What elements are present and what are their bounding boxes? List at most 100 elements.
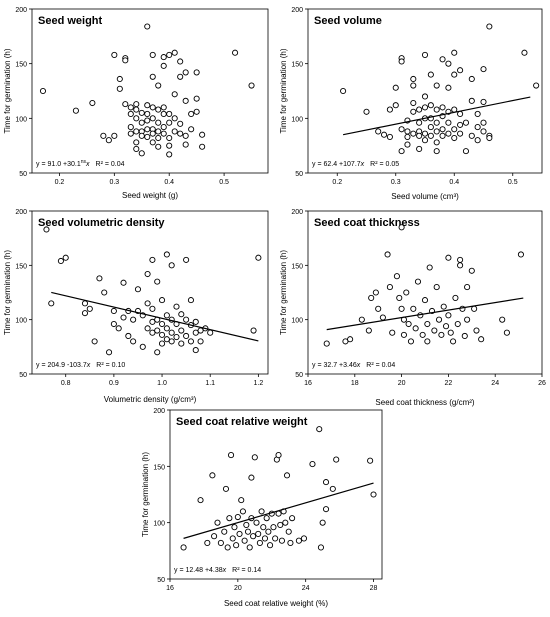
data-point — [289, 515, 296, 522]
data-point — [473, 327, 480, 334]
x-tick-label: 16 — [166, 585, 174, 592]
x-tick-label: 1.1 — [205, 380, 215, 387]
data-point — [226, 515, 233, 522]
plot-frame — [169, 409, 383, 580]
regression-equation: y = 62.4 +107.7x R² = 0.05 — [312, 161, 399, 168]
data-point — [464, 284, 471, 291]
y-tick-label: 150 — [15, 263, 27, 270]
x-axis-label: Seed coat relative weight (%) — [224, 599, 328, 608]
data-point — [393, 273, 400, 280]
data-point — [416, 106, 423, 113]
data-point — [171, 128, 178, 135]
data-point — [412, 325, 419, 332]
y-tick-label: 150 — [153, 464, 165, 471]
data-point — [127, 110, 134, 118]
data-point — [398, 58, 405, 65]
data-point — [166, 119, 173, 126]
data-point — [239, 508, 246, 515]
data-point — [451, 126, 458, 133]
data-point — [130, 338, 137, 345]
regression-line — [51, 291, 259, 342]
data-point — [439, 132, 446, 139]
data-point — [166, 151, 173, 158]
data-point — [278, 537, 285, 544]
data-point — [260, 524, 267, 531]
y-tick-label: 150 — [15, 62, 27, 69]
data-point — [398, 148, 405, 155]
equation-variable: x — [222, 567, 227, 574]
data-point — [367, 457, 374, 464]
data-point — [438, 331, 445, 338]
data-point — [100, 132, 107, 139]
data-point — [439, 104, 446, 111]
chart-panel-5: 50 100 150 200 16 20 24 28 Seed coat relative we… — [141, 408, 383, 608]
data-point — [272, 535, 279, 542]
chart-panel-1: 50 100 150 200 0.2 0.3 0.4 0.5 Seed weight Seed w… — [3, 7, 269, 200]
data-point — [316, 426, 323, 433]
data-point — [166, 142, 173, 149]
data-point — [222, 485, 230, 492]
data-point — [533, 82, 540, 89]
data-point — [110, 320, 117, 328]
data-point — [405, 320, 412, 328]
data-point — [106, 349, 113, 356]
x-tick-label: 0.4 — [164, 179, 174, 186]
data-point — [178, 340, 185, 347]
data-point — [398, 305, 405, 312]
y-tick-label: 200 — [291, 209, 303, 216]
data-point — [160, 104, 167, 111]
x-tick-label: 0.2 — [332, 179, 342, 186]
data-point — [421, 104, 429, 111]
data-point — [454, 320, 461, 328]
data-point — [384, 251, 391, 258]
data-point — [461, 332, 468, 340]
x-tick-label: 0.2 — [55, 179, 65, 186]
data-point — [282, 519, 289, 526]
y-tick-label: 150 — [291, 62, 303, 69]
data-point — [457, 67, 464, 74]
data-point — [182, 132, 189, 139]
data-point — [173, 334, 180, 341]
data-point — [120, 314, 127, 321]
data-point — [433, 148, 440, 155]
y-tick-label: 50 — [295, 372, 303, 379]
data-point — [43, 226, 50, 233]
data-point — [241, 537, 248, 544]
data-point — [389, 329, 396, 336]
y-tick-label: 150 — [291, 263, 303, 270]
y-tick-label: 100 — [291, 318, 303, 325]
r-squared: R² = 0.04 — [96, 161, 125, 168]
data-point — [163, 325, 170, 332]
data-point — [372, 289, 379, 296]
data-point — [160, 130, 167, 137]
x-axis-label: Volumetric density (g/cm³) — [104, 395, 197, 404]
data-point — [340, 87, 347, 95]
data-point — [166, 110, 173, 118]
data-point — [287, 539, 294, 546]
data-point — [370, 491, 377, 498]
data-point — [149, 256, 156, 263]
y-axis-label: Time for germination (h) — [279, 250, 288, 335]
data-point — [39, 87, 47, 95]
data-point — [317, 544, 324, 551]
y-axis-label: Time for germination (h) — [3, 250, 12, 335]
data-point — [96, 275, 103, 282]
y-tick-label: 100 — [291, 116, 303, 123]
data-point — [464, 316, 471, 323]
data-point — [133, 101, 140, 108]
plot-frame — [31, 8, 269, 174]
data-point — [433, 139, 440, 146]
data-point — [244, 528, 252, 535]
data-point — [451, 71, 458, 78]
data-point — [265, 528, 272, 535]
data-point — [329, 485, 336, 492]
data-point — [486, 134, 493, 142]
data-point — [149, 73, 156, 80]
regression-equation: y = 204.9 -103.7x R² = 0.10 — [36, 362, 125, 369]
data-point — [243, 521, 250, 528]
data-point — [149, 115, 156, 122]
data-point — [503, 329, 510, 336]
data-point — [322, 479, 330, 486]
data-point — [182, 97, 189, 104]
data-point — [81, 310, 89, 317]
